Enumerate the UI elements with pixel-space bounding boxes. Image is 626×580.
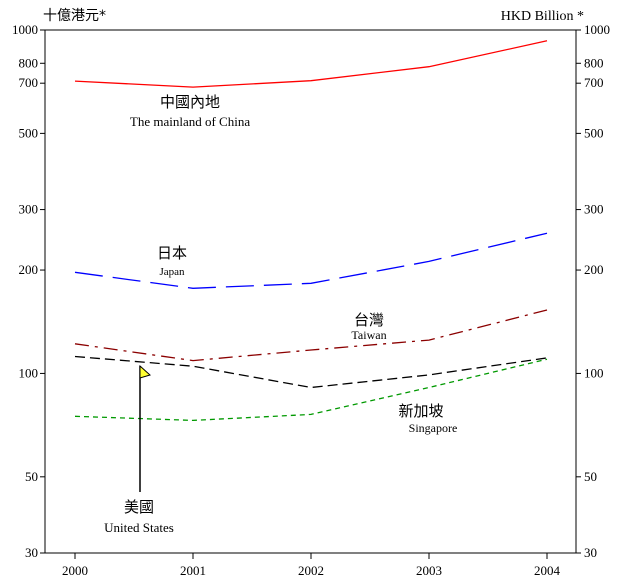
left-axis-title: 十億港元* <box>43 8 106 24</box>
series-label-zh: 台灣 <box>354 311 384 329</box>
series-layer <box>74 40 548 422</box>
y-tick-label-left: 30 <box>25 545 38 560</box>
y-tick-label-right: 50 <box>584 469 597 484</box>
plot-frame <box>44 29 577 554</box>
y-axes: 1000 1000 800 800 700 700 500 500 300 300 200 200 10… <box>12 22 610 560</box>
y-tick-label-right: 800 <box>584 55 604 70</box>
label-mainland-china: 中國內地 The mainland of China <box>130 93 250 129</box>
x-tick-label: 2000 <box>62 563 88 578</box>
y-tick-label-right: 100 <box>584 365 604 380</box>
x-axis: 2000 2001 2002 2003 2004 <box>62 553 561 578</box>
label-taiwan: 台灣 Taiwan <box>351 311 386 342</box>
y-tick-label-left: 300 <box>19 202 39 217</box>
series-label-en: The mainland of China <box>130 114 250 129</box>
x-tick-label: 2001 <box>180 563 206 578</box>
series-label-zh: 中國內地 <box>160 93 220 111</box>
y-tick-label-right: 30 <box>584 545 597 560</box>
us-pointer-flag-icon <box>139 364 151 379</box>
label-singapore: 新加坡 Singapore <box>398 402 457 435</box>
series-label-zh: 日本 <box>157 244 187 262</box>
x-tick-label: 2004 <box>534 563 561 578</box>
label-united-states: 美國 United States <box>104 364 174 535</box>
series-label-zh: 美國 <box>124 498 154 516</box>
y-tick-label-left: 500 <box>19 125 39 140</box>
label-japan: 日本 Japan <box>157 244 187 278</box>
y-tick-label-right: 1000 <box>584 22 610 37</box>
y-tick-label-left: 50 <box>25 469 38 484</box>
series-line-united-states <box>74 355 548 389</box>
series-label-en: Taiwan <box>351 328 386 342</box>
y-tick-label-left: 200 <box>19 262 39 277</box>
series-line-singapore <box>74 358 548 422</box>
y-tick-label-right: 300 <box>584 202 604 217</box>
series-label-en: Singapore <box>409 421 458 435</box>
series-label-zh: 新加坡 <box>398 402 443 420</box>
y-tick-label-left: 1000 <box>12 22 38 37</box>
y-tick-label-left: 100 <box>19 365 39 380</box>
series-line-taiwan <box>74 309 548 362</box>
y-tick-label-left: 700 <box>19 75 39 90</box>
x-tick-label: 2002 <box>298 563 324 578</box>
x-tick-label: 2003 <box>416 563 442 578</box>
series-label-en: United States <box>104 520 174 535</box>
y-tick-label-left: 800 <box>19 55 39 70</box>
y-tick-label-right: 500 <box>584 125 604 140</box>
series-line-japan <box>74 232 548 289</box>
right-axis-title: HKD Billion * <box>501 9 584 24</box>
y-tick-label-right: 200 <box>584 262 604 277</box>
series-label-en: Japan <box>159 266 185 278</box>
y-tick-label-right: 700 <box>584 75 604 90</box>
series-line-the-mainland-of-china <box>74 40 548 88</box>
